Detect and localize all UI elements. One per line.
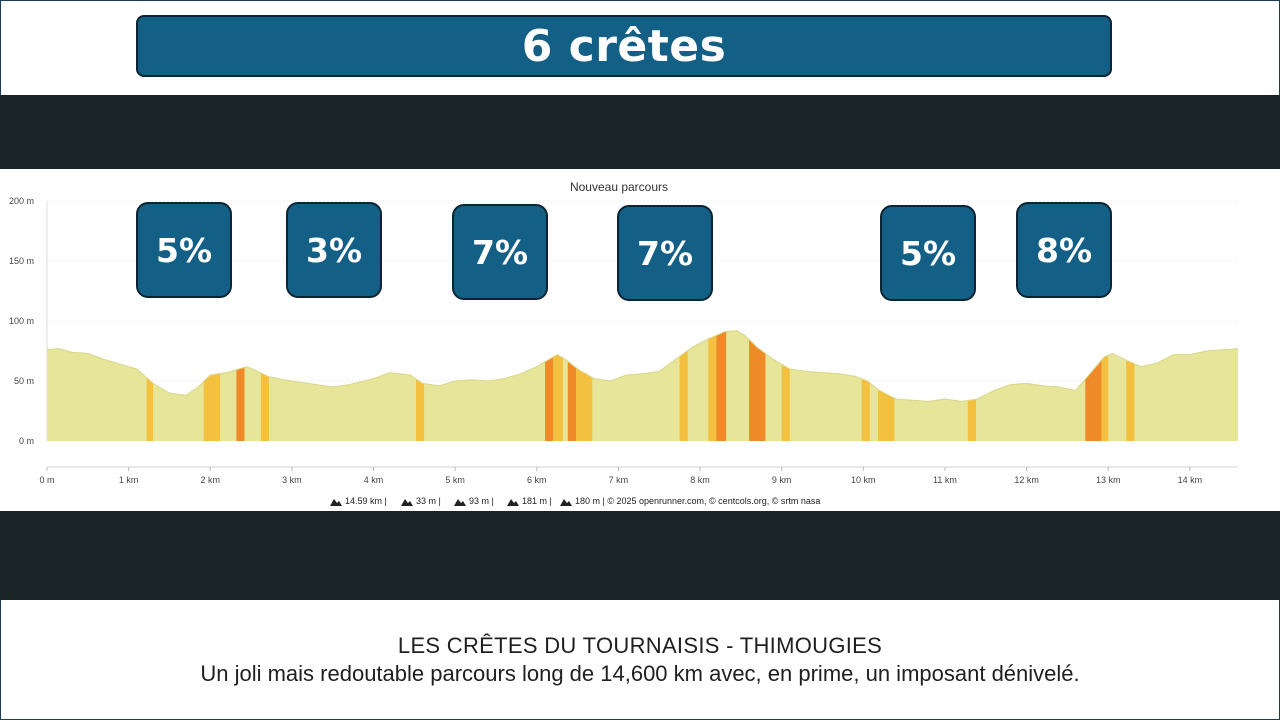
climb-gradient-label: 5%: [899, 233, 957, 273]
climb-badge-6: 8%: [1016, 202, 1112, 298]
climb-gradient-label: 5%: [155, 230, 213, 270]
steep-segment: [878, 389, 895, 441]
elevation-chart: 0 m 50 m 100 m 150 m 200 m 0 m 1 km 2 km 3 km 4 k…: [0, 169, 1280, 511]
chart-stat: 181 m |: [522, 496, 552, 506]
chart-stat: 93 m |: [469, 496, 494, 506]
climb-gradient-label: 7%: [636, 233, 694, 273]
climb-gradient-label: 8%: [1035, 230, 1093, 270]
climb-gradient-label: 7%: [471, 232, 529, 272]
elevation-area: [47, 330, 1238, 441]
elevation-gain-icon: [507, 499, 519, 506]
min-altitude-icon: [401, 499, 413, 506]
steep-segment: [749, 339, 766, 441]
steep-segment: [567, 361, 576, 441]
x-tick-label: 0 m: [39, 475, 54, 485]
x-tick-label: 9 km: [772, 475, 792, 485]
steep-segment: [576, 367, 593, 441]
title-banner: 6 crêtes: [136, 15, 1112, 77]
y-tick-label: 100 m: [9, 316, 34, 326]
chart-title: Nouveau parcours: [570, 180, 668, 194]
x-tick-label: 11 km: [933, 475, 957, 485]
steep-segment: [708, 335, 717, 441]
steep-segment: [260, 373, 269, 441]
steep-segment: [861, 378, 870, 441]
chart-stat: 33 m |: [416, 496, 441, 506]
steep-segment: [203, 373, 221, 441]
elevation-loss-icon: [560, 499, 572, 506]
x-tick-label: 14 km: [1178, 475, 1203, 485]
steep-segment: [553, 355, 563, 441]
y-tick-label: 0 m: [19, 436, 34, 446]
distance-icon: [330, 499, 342, 506]
top-dark-band: [0, 95, 1280, 169]
climb-gradient-label: 3%: [305, 230, 363, 270]
bottom-dark-band: [0, 511, 1280, 600]
climb-badge-1: 5%: [136, 202, 232, 298]
x-tick-label: 8 km: [690, 475, 710, 485]
footer-caption: LES CRÊTES DU TOURNAISIS - THIMOUGIES Un…: [0, 632, 1280, 688]
page-title: 6 crêtes: [521, 20, 727, 72]
y-tick-label: 150 m: [9, 256, 34, 266]
max-altitude-icon: [454, 499, 466, 506]
climb-badge-4: 7%: [617, 205, 713, 301]
x-tick-label: 12 km: [1014, 475, 1039, 485]
x-tick-label: 3 km: [282, 475, 302, 485]
steep-segment: [1085, 359, 1102, 441]
y-tick-label: 50 m: [14, 376, 34, 386]
chart-stat: 180 m | © 2025 openrunner.com, © centcol…: [575, 496, 820, 506]
steep-segment: [1101, 355, 1109, 441]
x-tick-label: 10 km: [851, 475, 876, 485]
steep-segment: [679, 350, 688, 441]
x-tick-label: 1 km: [119, 475, 139, 485]
x-tick-label: 5 km: [445, 475, 465, 485]
climb-badge-2: 3%: [286, 202, 382, 298]
climb-badge-3: 7%: [452, 204, 548, 300]
steep-segment: [781, 364, 790, 441]
x-tick-label: 7 km: [609, 475, 629, 485]
chart-stat: 14.59 km |: [345, 496, 387, 506]
x-tick-label: 13 km: [1096, 475, 1121, 485]
steep-segment: [967, 399, 976, 441]
steep-segment: [236, 367, 245, 441]
x-tick-label: 4 km: [364, 475, 384, 485]
y-tick-label: 200 m: [9, 196, 34, 206]
steep-segment: [146, 377, 154, 441]
steep-segment: [416, 378, 425, 441]
route-description: Un joli mais redoutable parcours long de…: [200, 661, 1080, 686]
elevation-line: [46, 330, 1239, 402]
elevation-profile-svg: 0 m 50 m 100 m 150 m 200 m 0 m 1 km 2 km 3 km 4 k…: [9, 180, 1239, 506]
steep-segment: [716, 331, 727, 441]
x-tick-label: 2 km: [201, 475, 221, 485]
route-name: LES CRÊTES DU TOURNAISIS - THIMOUGIES: [397, 633, 883, 658]
climb-badge-5: 5%: [880, 205, 976, 301]
steep-segment: [1126, 360, 1135, 441]
steep-segment: [545, 357, 554, 441]
x-tick-label: 6 km: [527, 475, 547, 485]
